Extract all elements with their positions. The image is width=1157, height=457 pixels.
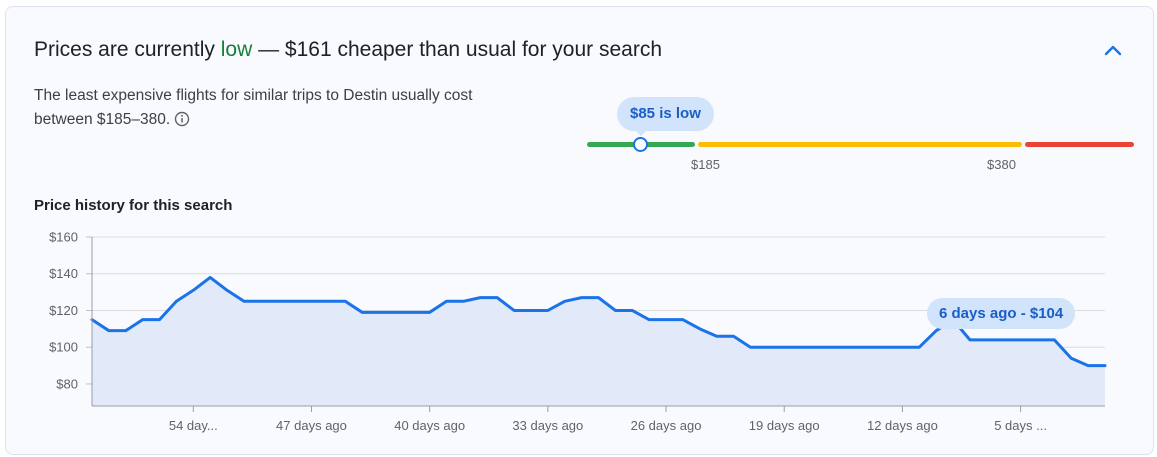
y-tick-label: $80 <box>56 376 78 391</box>
price-range-description: The least expensive flights for similar … <box>34 84 484 135</box>
price-point-callout: 6 days ago - $104 <box>927 298 1076 329</box>
price-history-title: Price history for this search <box>34 197 233 214</box>
x-tick-label: 12 days ago <box>867 418 938 433</box>
typical-price-segment <box>698 142 1022 147</box>
chevron-up-icon <box>1104 45 1122 56</box>
price-range-indicator: $85 is low $185 $380 <box>581 93 1134 183</box>
price-insight-card: Prices are currently low — $161 cheaper … <box>5 6 1154 455</box>
collapse-button[interactable] <box>1100 37 1126 63</box>
description-text: The least expensive flights for similar … <box>34 87 473 128</box>
info-icon[interactable] <box>174 111 190 135</box>
low-threshold-label: $185 <box>691 157 720 172</box>
headline-text: Prices are currently <box>34 38 221 61</box>
x-tick-label: 54 day... <box>169 418 218 433</box>
price-history-line <box>90 275 1107 368</box>
x-tick-label: 26 days ago <box>631 418 702 433</box>
price-history-chart: $160 $140 $120 $100 $80 54 day... 47 days ago 4… <box>49 230 1107 433</box>
x-tick-label: 19 days ago <box>749 418 820 433</box>
y-tick-label: $160 <box>49 230 78 245</box>
x-tick-label: 47 days ago <box>276 418 347 433</box>
price-history-area <box>92 277 1105 406</box>
price-status-text: low <box>220 38 253 61</box>
price-insight-headline: Prices are currently low — $161 cheaper … <box>34 36 662 64</box>
x-tick-label: 5 days ... <box>994 418 1047 433</box>
y-tick-label: $120 <box>49 303 78 318</box>
x-tick-label: 40 days ago <box>394 418 465 433</box>
current-price-bubble: $85 is low <box>617 97 714 131</box>
y-tick-label: $100 <box>49 340 78 355</box>
current-price-marker <box>633 137 648 152</box>
bubble-pointer <box>635 130 647 136</box>
high-threshold-label: $380 <box>987 157 1016 172</box>
x-tick-label: 33 days ago <box>512 418 583 433</box>
y-tick-label: $140 <box>49 266 78 281</box>
high-price-segment <box>1025 142 1134 147</box>
headline-savings-text: — $161 cheaper than usual for your searc… <box>252 38 662 61</box>
